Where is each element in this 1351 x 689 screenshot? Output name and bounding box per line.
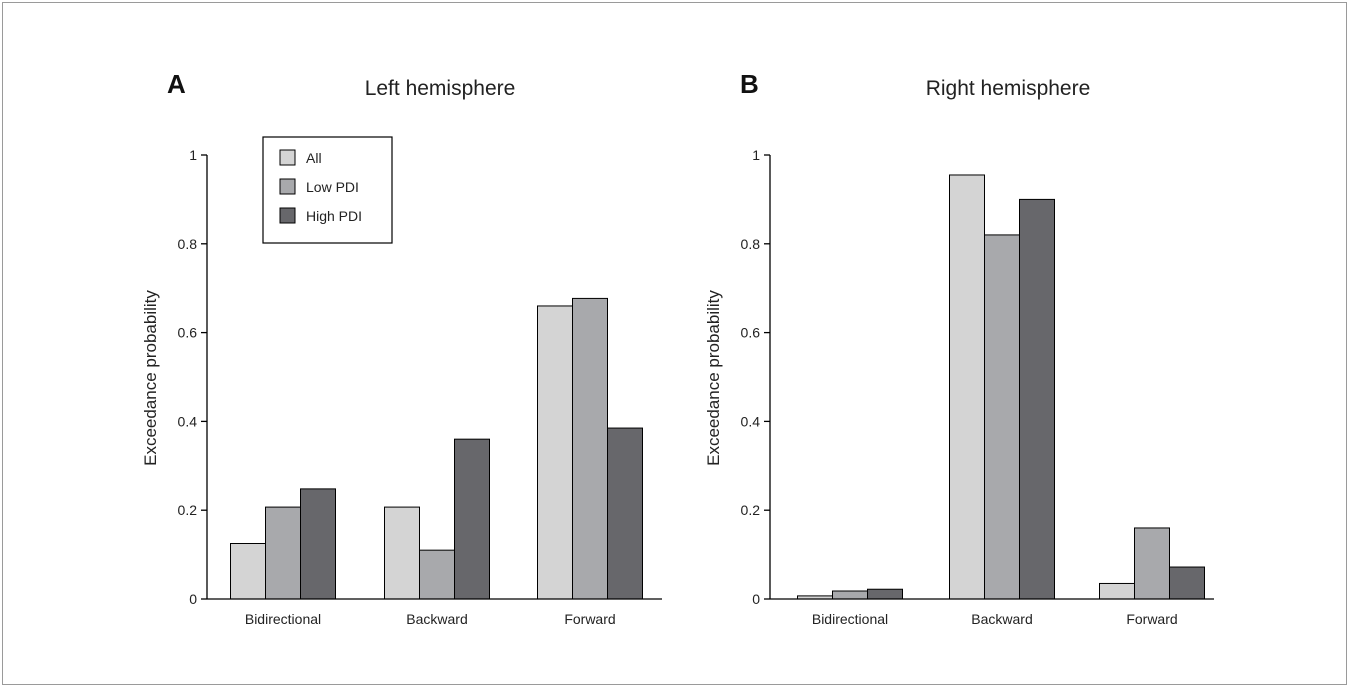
panel-a-y-tick-label: 0.6 [178, 325, 198, 341]
panel-b: B Right hemisphere Exceedance probabilit… [704, 69, 1214, 627]
panel-a-y-ticks: 0 0.2 0.4 0.6 0.8 1 [178, 147, 207, 607]
panel-b-category-label-backward: Backward [971, 611, 1032, 627]
panel-b-category-label-forward: Forward [1126, 611, 1177, 627]
legend-label-high-pdi: High PDI [306, 208, 362, 224]
panel-b-axes [769, 155, 1214, 600]
panel-b-bar-forward-low-pdi [1134, 527, 1170, 600]
panel-a-y-tick-label: 0 [189, 591, 197, 607]
panel-b-letter: B [740, 69, 759, 99]
panel-a-bar-forward-low-pdi [572, 297, 608, 600]
panel-a-bar-bidirectional-all [230, 543, 266, 600]
panel-a-y-tick-label: 0.4 [178, 413, 198, 429]
panel-a: A Left hemisphere Exceedance probability… [141, 69, 662, 627]
legend-swatch-low-pdi [279, 178, 296, 195]
panel-a-axes [206, 155, 662, 600]
panel-a-y-tick-label: 0.8 [178, 236, 198, 252]
panel-a-legend: All Low PDI High PDI [262, 136, 393, 244]
panel-b-y-tick-label: 0.4 [741, 413, 761, 429]
legend-swatch-high-pdi [279, 207, 296, 224]
panel-b-y-tick-label: 0.6 [741, 325, 761, 341]
panel-a-bars [230, 297, 643, 600]
panel-b-bars [797, 174, 1205, 600]
panel-b-y-tick-label: 0 [752, 591, 760, 607]
panel-b-y-tick-label: 0.2 [741, 502, 761, 518]
panel-a-category-label-bidirectional: Bidirectional [245, 611, 321, 627]
panel-a-bar-bidirectional-high-pdi [300, 488, 336, 600]
panel-a-title: Left hemisphere [365, 77, 516, 100]
panel-a-bar-forward-all [537, 305, 573, 600]
panel-b-bar-forward-high-pdi [1169, 566, 1205, 600]
panel-b-title: Right hemisphere [926, 77, 1091, 100]
panel-b-bar-backward-low-pdi [984, 234, 1020, 600]
legend-label-low-pdi: Low PDI [306, 179, 359, 195]
panel-a-bar-forward-high-pdi [607, 427, 643, 600]
panel-b-bar-backward-all [949, 174, 985, 600]
panel-b-y-tick-label: 0.8 [741, 236, 761, 252]
panel-b-category-label-bidirectional: Bidirectional [812, 611, 888, 627]
panel-b-bar-bidirectional-low-pdi [832, 590, 868, 600]
panel-b-y-ticks: 0 0.2 0.4 0.6 0.8 1 [741, 147, 770, 607]
panel-b-y-axis-label: Exceedance probability [704, 290, 723, 466]
panel-a-bar-backward-low-pdi [419, 549, 455, 600]
panel-a-category-label-backward: Backward [406, 611, 467, 627]
panel-a-bar-backward-all [384, 506, 420, 600]
panel-b-y-tick-label: 1 [752, 147, 760, 163]
legend-label-all: All [306, 150, 322, 166]
legend-swatch-all [279, 149, 296, 166]
panel-b-category-labels: Bidirectional Backward Forward [812, 611, 1178, 627]
panel-a-category-label-forward: Forward [564, 611, 615, 627]
panel-b-bar-backward-high-pdi [1019, 198, 1055, 600]
panel-a-y-tick-label: 1 [189, 147, 197, 163]
panel-a-category-labels: Bidirectional Backward Forward [245, 611, 616, 627]
panel-a-bar-backward-high-pdi [454, 438, 490, 600]
panel-a-bar-bidirectional-low-pdi [265, 506, 301, 600]
panel-b-bar-bidirectional-high-pdi [867, 588, 903, 600]
panel-a-letter: A [167, 69, 186, 99]
panel-b-bar-forward-all [1099, 582, 1135, 600]
panel-a-y-axis-label: Exceedance probability [141, 290, 160, 466]
panel-a-y-tick-label: 0.2 [178, 502, 198, 518]
